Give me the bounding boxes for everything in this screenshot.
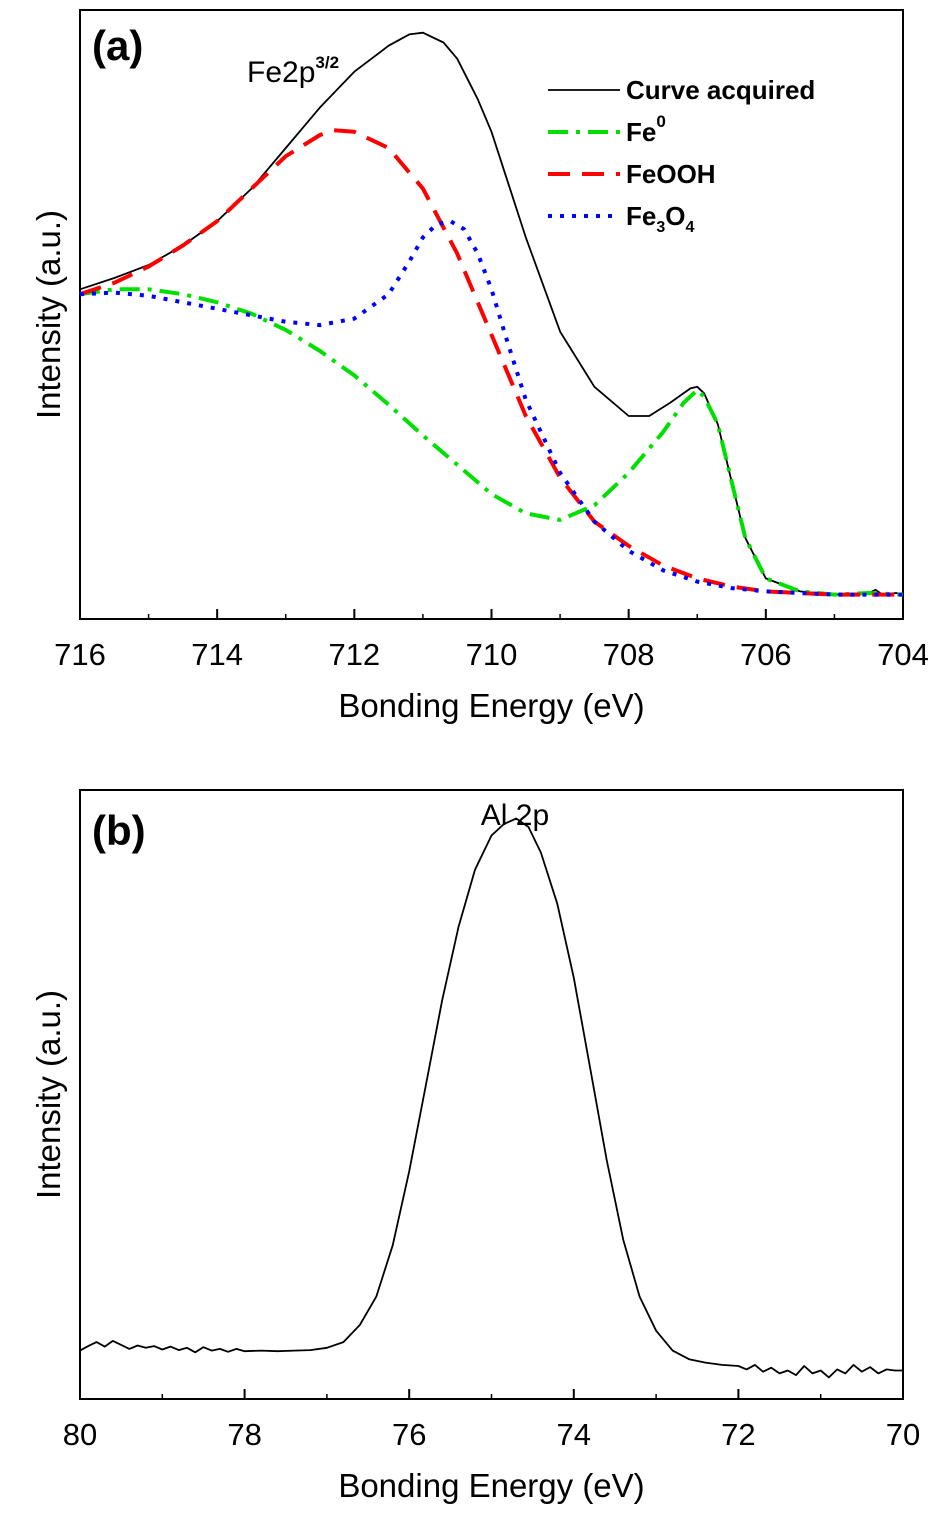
label-part-mid: O (665, 201, 685, 231)
series-line-curve-acquired (79, 31, 904, 596)
y-axis-title: Intensity (a.u.) (30, 210, 67, 419)
x-tick-label: 710 (466, 637, 518, 672)
x-tick-label: 78 (227, 1417, 261, 1452)
series-line-fe3o4 (79, 219, 903, 597)
plot-frame (79, 789, 904, 1400)
label-part-base: FeOOH (626, 159, 716, 189)
label-part-base: Fe (626, 201, 656, 231)
x-tick-label: 708 (603, 637, 655, 672)
label-part-sub1: 3 (656, 219, 665, 236)
legend-entry: Curve acquired (626, 75, 815, 105)
x-axis-title: Bonding Energy (eV) (338, 687, 644, 724)
peak-annotation: Fe2p3/2 (247, 53, 339, 89)
x-tick-label: 80 (63, 1417, 97, 1452)
chart-panel-a: 716 714 712 710 708 706 704 Bonding Energy (eV)… (30, 9, 929, 724)
x-tick-label: 714 (191, 637, 243, 672)
panel-label: (b) (92, 807, 146, 854)
y-axis-title: Intensity (a.u.) (30, 990, 67, 1199)
legend-entry: Fe0 (626, 112, 666, 147)
series-line-fe0 (79, 287, 904, 597)
x-tick-label: 72 (721, 1417, 755, 1452)
series-line-feooh (79, 128, 903, 597)
x-tick-label: 704 (877, 637, 929, 672)
x-tick-label: 74 (557, 1417, 591, 1452)
x-tick-label: 706 (740, 637, 792, 672)
x-tick-label: 712 (328, 637, 380, 672)
label-part-base: Al 2p (481, 799, 549, 832)
legend-entry: FeOOH (626, 159, 716, 189)
x-tick-label: 70 (886, 1417, 920, 1452)
label-part-base: Curve acquired (626, 75, 815, 105)
panel-label: (a) (92, 22, 143, 69)
label-part-base: Fe (626, 117, 656, 147)
label-part-sup: 0 (656, 112, 665, 131)
label-part-base: Fe2p (247, 56, 315, 89)
x-axis-title: Bonding Energy (eV) (338, 1467, 644, 1504)
x-tick-label: 716 (54, 637, 106, 672)
chart-panel-b: 80 78 76 74 72 70 Bonding Energy (eV) Intensity… (30, 789, 920, 1504)
label-part-sup: 3/2 (315, 53, 339, 72)
legend-entry: Fe3O4 (626, 201, 694, 236)
label-part-sub2: 4 (685, 219, 694, 236)
x-tick-label: 76 (392, 1417, 426, 1452)
series-line-spectrum (79, 817, 903, 1379)
peak-annotation: Al 2p (481, 799, 549, 832)
